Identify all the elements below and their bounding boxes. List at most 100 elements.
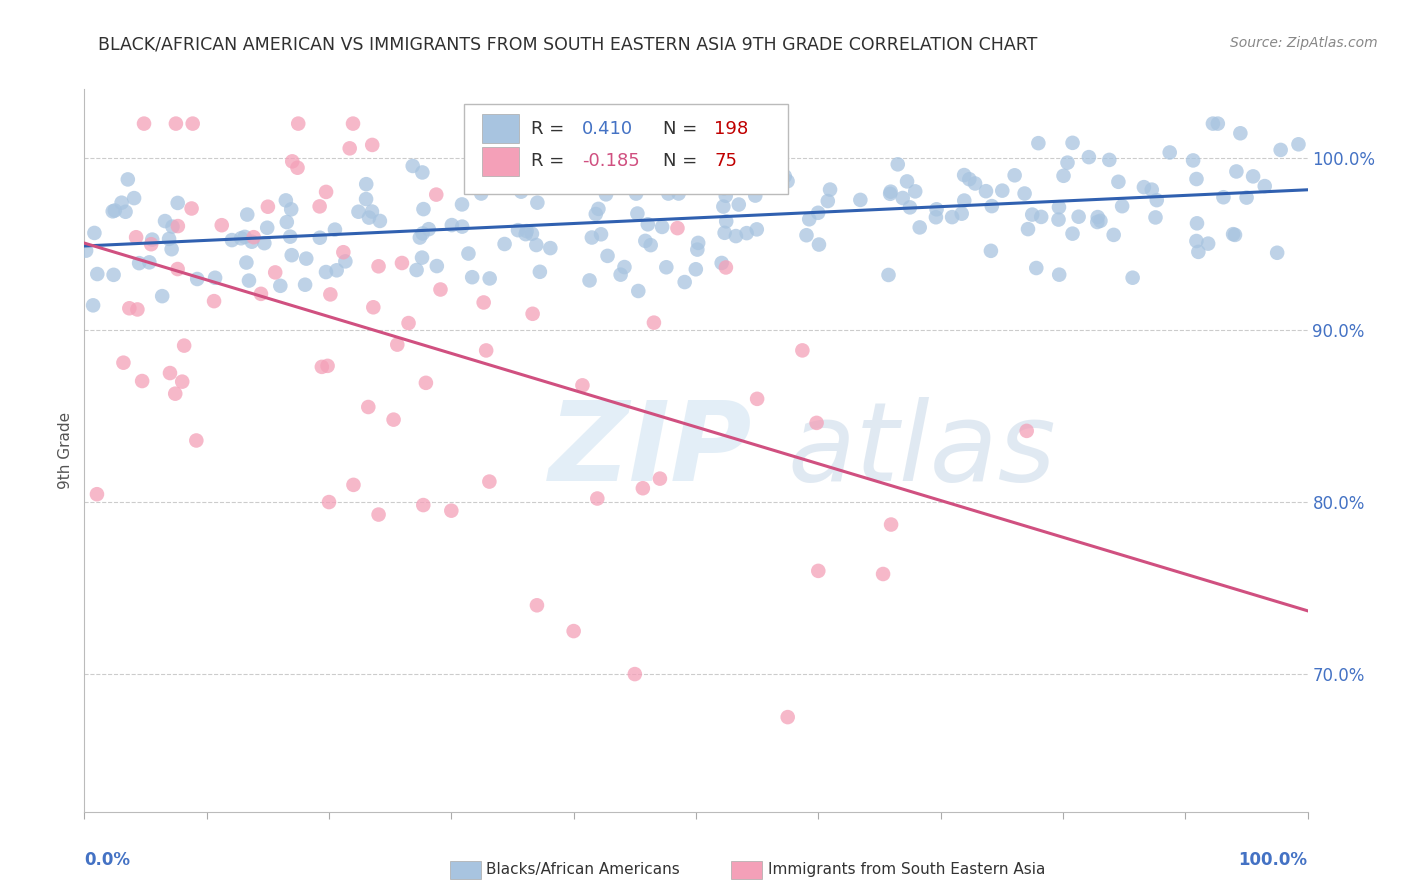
Point: [685, 262, 707, 277]
Point: [1241, 169, 1264, 184]
Point: [515, 227, 537, 241]
Point: [1047, 200, 1070, 214]
Point: [589, 227, 612, 242]
Point: [186, 272, 208, 286]
Point: [517, 178, 540, 193]
Point: [236, 208, 259, 222]
Point: [475, 343, 498, 358]
Point: [1236, 191, 1258, 205]
Point: [1031, 210, 1053, 224]
Point: [165, 386, 187, 401]
Point: [1111, 199, 1133, 213]
Point: [1085, 215, 1108, 229]
Point: [138, 255, 160, 269]
Point: [879, 185, 901, 199]
Text: Blacks/African Americans: Blacks/African Americans: [486, 863, 681, 877]
Point: [250, 286, 273, 301]
Point: [710, 256, 733, 270]
Point: [429, 283, 451, 297]
Point: [342, 117, 364, 131]
Point: [640, 162, 662, 177]
Point: [908, 220, 931, 235]
Point: [586, 491, 609, 506]
Text: Immigrants from South Eastern Asia: Immigrants from South Eastern Asia: [768, 863, 1045, 877]
Point: [238, 274, 260, 288]
Point: [688, 235, 710, 250]
Point: [1015, 424, 1038, 438]
Point: [367, 508, 389, 522]
Point: [516, 224, 538, 238]
Point: [1229, 126, 1251, 140]
Point: [578, 273, 600, 287]
Point: [166, 262, 188, 277]
Point: [807, 237, 830, 252]
Point: [405, 263, 427, 277]
Point: [315, 265, 337, 279]
Point: [387, 337, 409, 351]
Text: N =: N =: [664, 120, 703, 138]
Point: [382, 412, 405, 426]
Point: [335, 254, 357, 268]
Point: [657, 186, 679, 201]
Point: [731, 175, 754, 189]
Point: [361, 137, 384, 152]
Point: [180, 202, 202, 216]
Point: [1133, 180, 1156, 194]
Point: [727, 197, 749, 211]
Point: [637, 217, 659, 231]
Point: [295, 252, 318, 266]
Point: [162, 219, 184, 234]
Text: ZIP: ZIP: [550, 397, 752, 504]
FancyBboxPatch shape: [482, 114, 519, 144]
Point: [451, 197, 474, 211]
Point: [806, 416, 828, 430]
Point: [315, 185, 337, 199]
Text: 198: 198: [714, 120, 748, 138]
Point: [941, 210, 963, 224]
Point: [643, 316, 665, 330]
Point: [308, 231, 330, 245]
Point: [626, 206, 648, 220]
Point: [925, 202, 948, 217]
Point: [166, 196, 188, 211]
Point: [425, 187, 447, 202]
Point: [165, 117, 187, 131]
Point: [634, 180, 657, 194]
Point: [141, 237, 163, 252]
Point: [391, 256, 413, 270]
Point: [655, 260, 678, 275]
Point: [157, 232, 180, 246]
Text: N =: N =: [664, 153, 703, 170]
Point: [1087, 210, 1109, 224]
Point: [172, 375, 194, 389]
Point: [128, 256, 150, 270]
Point: [478, 475, 501, 489]
Point: [221, 233, 243, 247]
Text: Source: ZipAtlas.com: Source: ZipAtlas.com: [1230, 36, 1378, 50]
Point: [595, 187, 617, 202]
Point: [363, 300, 385, 314]
Point: [1107, 175, 1129, 189]
Point: [104, 203, 127, 218]
Point: [242, 230, 264, 244]
Point: [1021, 208, 1043, 222]
Point: [1098, 153, 1121, 167]
Point: [412, 498, 434, 512]
Point: [173, 338, 195, 352]
Point: [773, 169, 796, 184]
Point: [86, 267, 108, 281]
Point: [631, 481, 654, 495]
Point: [716, 214, 738, 228]
Point: [159, 366, 181, 380]
Point: [451, 219, 474, 234]
Point: [361, 204, 384, 219]
Point: [581, 175, 603, 189]
Point: [747, 392, 769, 406]
Point: [398, 316, 420, 330]
Point: [571, 378, 593, 392]
Point: [887, 157, 910, 171]
Point: [776, 710, 799, 724]
Point: [117, 172, 139, 186]
Point: [588, 202, 610, 216]
Point: [440, 218, 463, 232]
